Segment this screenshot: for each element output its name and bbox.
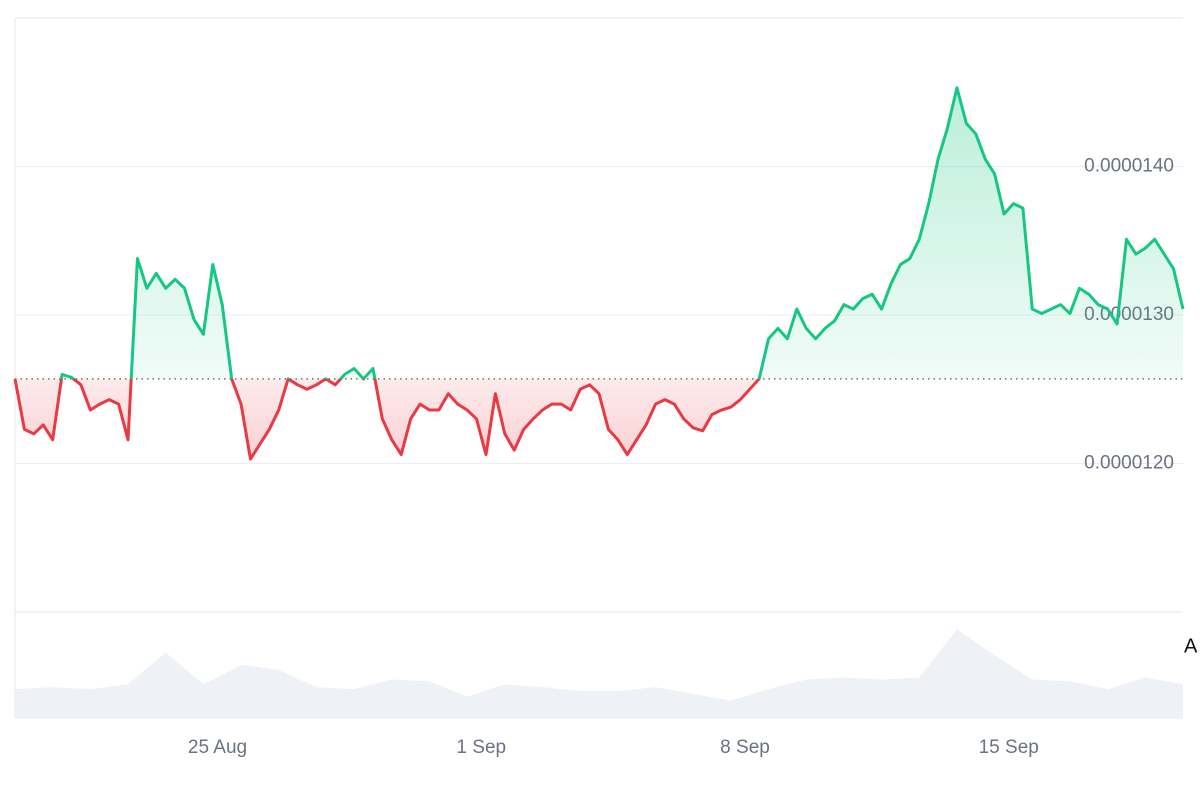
annotation: A: [1184, 635, 1198, 657]
price-line: [13, 86, 1185, 461]
x-tick-label: 1 Sep: [456, 737, 506, 758]
x-tick-label: 8 Sep: [720, 737, 770, 758]
price-area: [15, 87, 1183, 460]
y-tick-label: 0.0000120: [1084, 453, 1174, 474]
y-tick-label: 0.0000140: [1084, 156, 1174, 177]
volume-area: [15, 629, 1183, 718]
x-tick-label: 15 Sep: [979, 737, 1039, 758]
x-tick-label: 25 Aug: [188, 737, 247, 758]
